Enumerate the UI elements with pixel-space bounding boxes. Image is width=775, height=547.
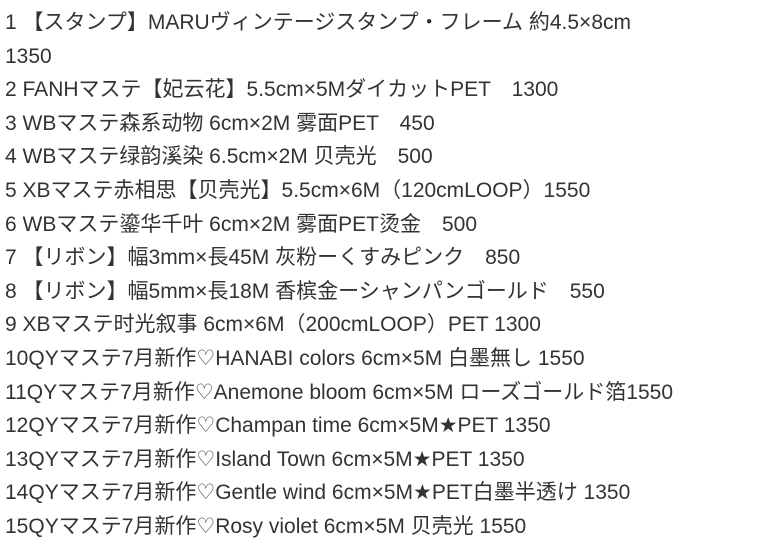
list-line-item2: 2 FANHマステ【妃云花】5.5cm×5MダイカットPET 1300 [5,78,559,102]
list-line-item5: 5 XBマステ赤相思【贝壳光】5.5cm×6M（120cmLOOP）1550 [5,178,591,202]
list-line-item1-price: 1350 [5,44,52,68]
list-line-item7: 7 【リボン】幅3mm×長45M 灰粉ーくすみピンク 850 [5,246,521,270]
list-line-item15: 15QYマステ7月新作♡Rosy violet 6cm×5M 贝壳光 1550 [5,514,527,538]
list-line-item4: 4 WBマステ绿韵溪染 6.5cm×2M 贝壳光 500 [5,145,433,169]
list-line-item9: 9 XBマステ时光叙事 6cm×6M（200cmLOOP）PET 1300 [5,313,541,337]
list-line-item12: 12QYマステ7月新作♡Champan time 6cm×5M★PET 1350 [5,414,551,438]
list-line-item14: 14QYマステ7月新作♡Gentle wind 6cm×5M★PET白墨半透け … [5,481,631,505]
list-line-item8: 8 【リボン】幅5mm×長18M 香槟金ーシャンパンゴールド 550 [5,279,605,303]
list-line-item1: 1 【スタンプ】MARUヴィンテージスタンプ・フレーム 約4.5×8cm [5,11,631,34]
list-line-item13: 13QYマステ7月新作♡Island Town 6cm×5M★PET 1350 [5,447,525,471]
list-line-item6: 6 WBマステ鎏华千叶 6cm×2M 雾面PET烫金 500 [5,212,477,236]
list-line-item16-partial: 16QYマステ7月新作♡ [5,544,775,547]
list-line-item10: 10QYマステ7月新作♡HANABI colors 6cm×5M 白墨無し 15… [5,346,585,370]
list-line-item3: 3 WBマステ森系动物 6cm×2M 雾面PET 450 [5,111,435,135]
list-line-item11: 11QYマステ7月新作♡Anemone bloom 6cm×5M ローズゴールド… [5,380,674,404]
